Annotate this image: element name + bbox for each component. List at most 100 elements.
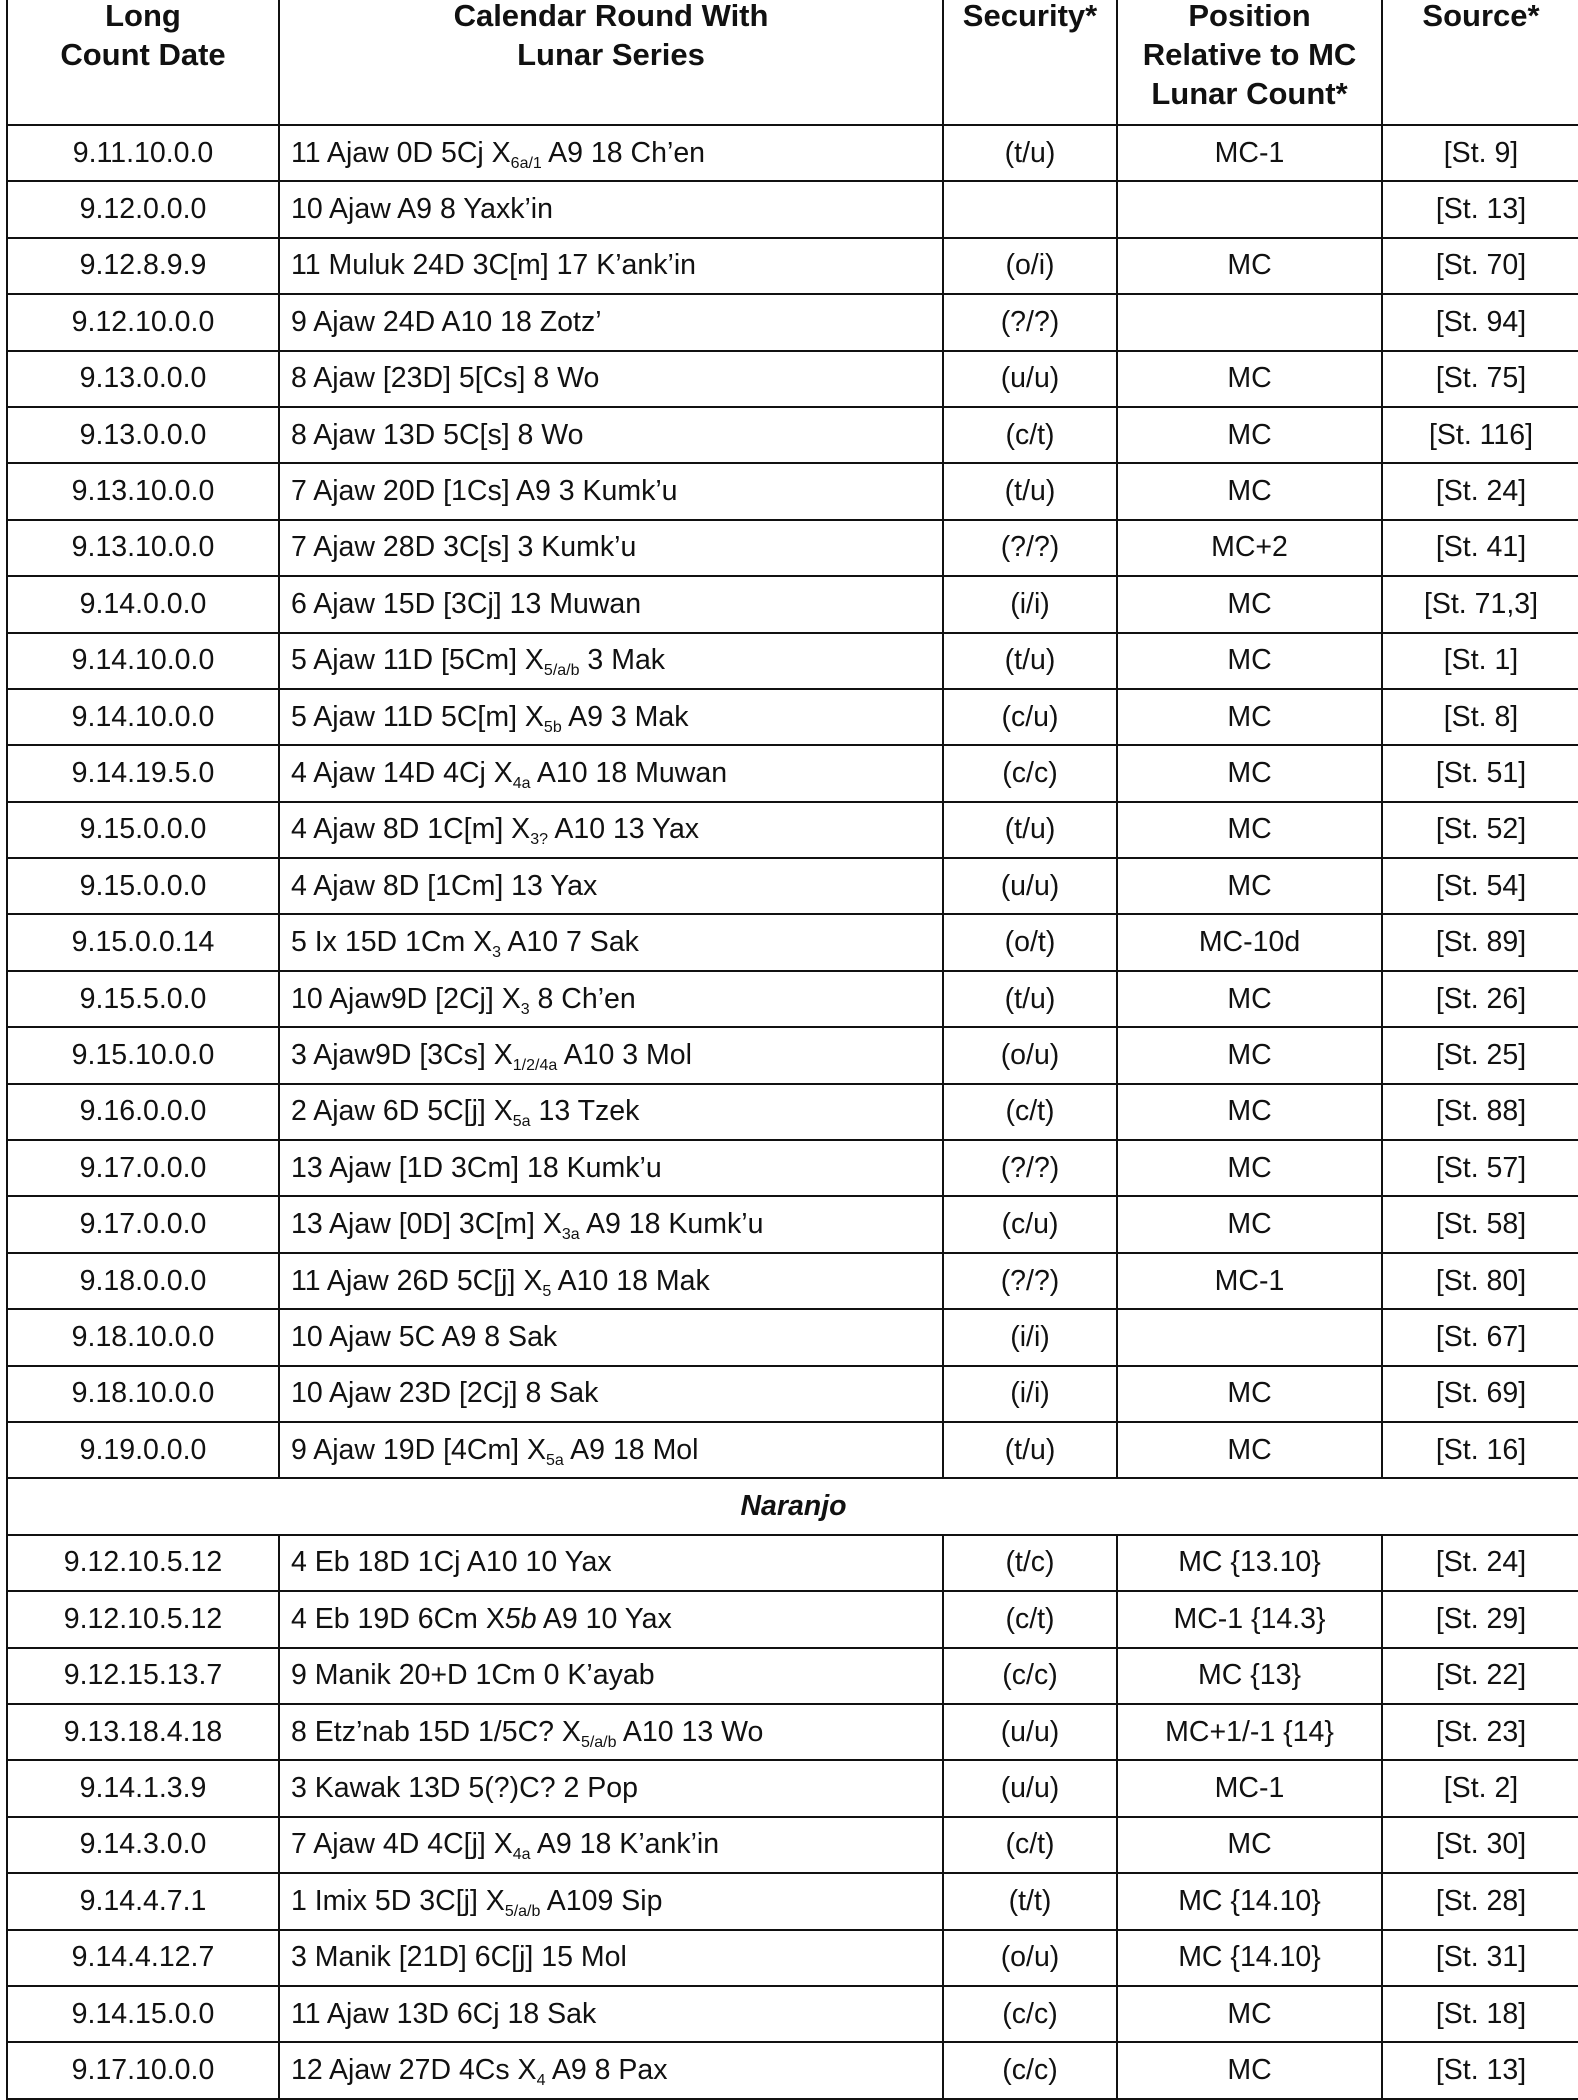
calendar-round: 9 Manik 20+D 1Cm 0 K’ayab [278, 1646, 944, 1705]
position: MC [1116, 1984, 1383, 2044]
table-row: 9.15.0.0.14 5 Ix 15D 1Cm X3 A10 7 Sak (o/t… [6, 913, 1578, 972]
position: MC [1116, 462, 1383, 521]
position: MC [1116, 969, 1383, 1029]
table-row: 9.13.18.4.18 8 Etz’nab 15D 1/5C? X5/a/b A… [6, 1702, 1578, 1762]
security: (u/u) [942, 857, 1118, 916]
position: MC-1 [1116, 123, 1383, 183]
calendar-round: 10 Ajaw9D [2Cj] X3 8 Ch’en [278, 969, 944, 1029]
text-segment: 11 Ajaw 0D 5Cj X [291, 136, 511, 169]
header-line: Lunar Count* [1151, 76, 1348, 111]
text-segment: 9 Ajaw 19D [4Cm] X [291, 1433, 547, 1466]
calendar-round: 6 Ajaw 15D [3Cj] 13 Muwan [278, 575, 944, 634]
column-header: Source* [1381, 0, 1578, 126]
security: (t/t) [942, 1872, 1118, 1931]
source: [St. 51] [1381, 744, 1578, 803]
source: [St. 1] [1381, 631, 1578, 690]
table-row: 9.12.10.5.12 4 Eb 19D 6Cm X5b A9 10 Yax (c… [6, 1590, 1578, 1649]
long-count-date: 9.15.5.0.0 [6, 969, 280, 1029]
security: (?/?) [942, 293, 1118, 352]
security: (t/u) [942, 123, 1118, 183]
security: (c/c) [942, 1984, 1118, 2044]
calendar-round: 8 Ajaw [23D] 5[Cs] 8 Wo [278, 349, 944, 408]
table-row: 9.15.10.0.0 3 Ajaw9D [3Cs] X1/2/4a A10 3 … [6, 1026, 1578, 1085]
text-segment: 5 Ix 15D 1Cm X [291, 926, 493, 959]
source: [St. 57] [1381, 1139, 1578, 1198]
text-segment: 4 Ajaw 8D 1C[m] X [291, 813, 531, 846]
table-row: 9.15.0.0.0 4 Ajaw 8D 1C[m] X3? A10 13 Yax… [6, 800, 1578, 860]
long-count-date: 9.12.15.13.7 [6, 1646, 280, 1705]
table-row: 9.14.1.3.9 3 Kawak 13D 5(?)C? 2 Pop (u/u) M… [6, 1759, 1578, 1818]
long-count-date: 9.14.3.0.0 [6, 1815, 280, 1875]
calendar-round: 8 Etz’nab 15D 1/5C? X5/a/b A10 13 Wo [278, 1702, 944, 1762]
table-row: 9.12.8.9.9 11 Muluk 24D 3C[m] 17 K’ank’in… [6, 236, 1578, 296]
security: (t/u) [942, 969, 1118, 1029]
text-segment: 5 Ajaw 11D 5C[m] X [291, 700, 544, 733]
security: (c/t) [942, 405, 1118, 465]
source: [St. 25] [1381, 1026, 1578, 1085]
security: (t/u) [942, 800, 1118, 860]
calendar-round: 4 Ajaw 14D 4Cj X4a A10 18 Muwan [278, 744, 944, 803]
security: (c/c) [942, 2041, 1118, 2100]
table-row: 9.18.10.0.0 10 Ajaw 5C A9 8 Sak (i/i) [St. … [6, 1308, 1578, 1367]
text-segment: A9 3 Mak [561, 700, 689, 733]
long-count-date: 9.12.10.0.0 [6, 293, 280, 352]
calendar-round: 11 Ajaw 26D 5C[j] X5 A10 18 Mak [278, 1251, 944, 1311]
calendar-round: 4 Ajaw 8D [1Cm] 13 Yax [278, 857, 944, 916]
source: [St. 26] [1381, 969, 1578, 1029]
table-row: 9.13.10.0.0 7 Ajaw 28D 3C[s] 3 Kumk’u (?/?… [6, 518, 1578, 578]
long-count-date: 9.15.0.0.0 [6, 800, 280, 860]
security: (i/i) [942, 1364, 1118, 1423]
table-row: 9.14.0.0.0 6 Ajaw 15D [3Cj] 13 Muwan (i/i)… [6, 575, 1578, 634]
table-row: 9.14.10.0.0 5 Ajaw 11D [5Cm] X5/a/b 3 Mak… [6, 631, 1578, 690]
source: [St. 58] [1381, 1195, 1578, 1254]
text-segment: 13 Ajaw [0D] 3C[m] X [291, 1208, 562, 1241]
header-line: Count Date [60, 37, 226, 72]
table-row: 9.17.0.0.0 13 Ajaw [0D] 3C[m] X3a A9 18 K… [6, 1195, 1578, 1254]
text-segment: 12 Ajaw 27D 4Cs X [291, 2053, 537, 2086]
position: MC {13.10} [1116, 1533, 1383, 1593]
source: [St. 67] [1381, 1308, 1578, 1367]
calendar-round: 8 Ajaw 13D 5C[s] 8 Wo [278, 405, 944, 465]
source: [St. 13] [1381, 2041, 1578, 2100]
text-segment: 5 Ajaw 11D [5Cm] X [291, 644, 544, 677]
subscript: 3a [561, 1226, 580, 1244]
position: MC-1 [1116, 1251, 1383, 1311]
text-segment: A10 3 Mol [557, 1038, 692, 1071]
text-segment: 3 Ajaw9D [3Cs] X [291, 1038, 513, 1071]
security: (t/u) [942, 631, 1118, 690]
source: [St. 24] [1381, 462, 1578, 521]
security: (o/t) [942, 913, 1118, 972]
long-count-date: 9.12.10.5.12 [6, 1533, 280, 1593]
header-line: Security* [962, 0, 1098, 33]
calendar-round: 7 Ajaw 20D [1Cs] A9 3 Kumk’u [278, 462, 944, 521]
long-count-date: 9.11.10.0.0 [6, 123, 280, 183]
security: (i/i) [942, 1308, 1118, 1367]
table-row: 9.17.0.0.0 13 Ajaw [1D 3Cm] 18 Kumk’u (?/?… [6, 1139, 1578, 1198]
calendar-round: 3 Kawak 13D 5(?)C? 2 Pop [278, 1759, 944, 1818]
text-segment: 10 Ajaw9D [2Cj] X [291, 982, 521, 1015]
subscript: 4a [512, 774, 531, 792]
header-line: Lunar Series [517, 37, 705, 72]
source: [St. 2] [1381, 1759, 1578, 1818]
text-segment: A9 18 Kumk’u [579, 1208, 764, 1241]
position: MC [1116, 236, 1383, 296]
table-row: 9.12.10.0.0 9 Ajaw 24D A10 18 Zotz’ (?/?) [… [6, 293, 1578, 352]
table-row: 9.14.4.12.7 3 Manik [21D] 6C[j] 15 Mol (o/… [6, 1928, 1578, 1987]
header-row: Long Count Date Calendar Round With Lunar S… [6, 0, 1578, 126]
position: MC [1116, 405, 1383, 465]
table-row: 9.13.10.0.0 7 Ajaw 20D [1Cs] A9 3 Kumk’u(… [6, 462, 1578, 521]
long-count-date: 9.14.0.0.0 [6, 575, 280, 634]
security: (c/t) [942, 1082, 1118, 1142]
table-row: 9.15.0.0.0 4 Ajaw 8D [1Cm] 13 Yax (u/u) MC[… [6, 857, 1578, 916]
text-segment: A10 13 Wo [616, 1715, 764, 1748]
table-row: 9.14.15.0.0 11 Ajaw 13D 6Cj 18 Sak (c/c) MC… [6, 1984, 1578, 2044]
position: MC+1/-1 {14} [1116, 1702, 1383, 1762]
position: MC [1116, 687, 1383, 747]
position [1116, 180, 1383, 239]
table-row: 9.15.5.0.0 10 Ajaw9D [2Cj] X3 8 Ch’en (t/u… [6, 969, 1578, 1029]
source: [St. 94] [1381, 293, 1578, 352]
position: MC {13} [1116, 1646, 1383, 1705]
source: [St. 75] [1381, 349, 1578, 408]
text-segment: 4 Ajaw 14D 4Cj X [291, 756, 513, 789]
calendar-round: 4 Ajaw 8D 1C[m] X3? A10 13 Yax [278, 800, 944, 860]
